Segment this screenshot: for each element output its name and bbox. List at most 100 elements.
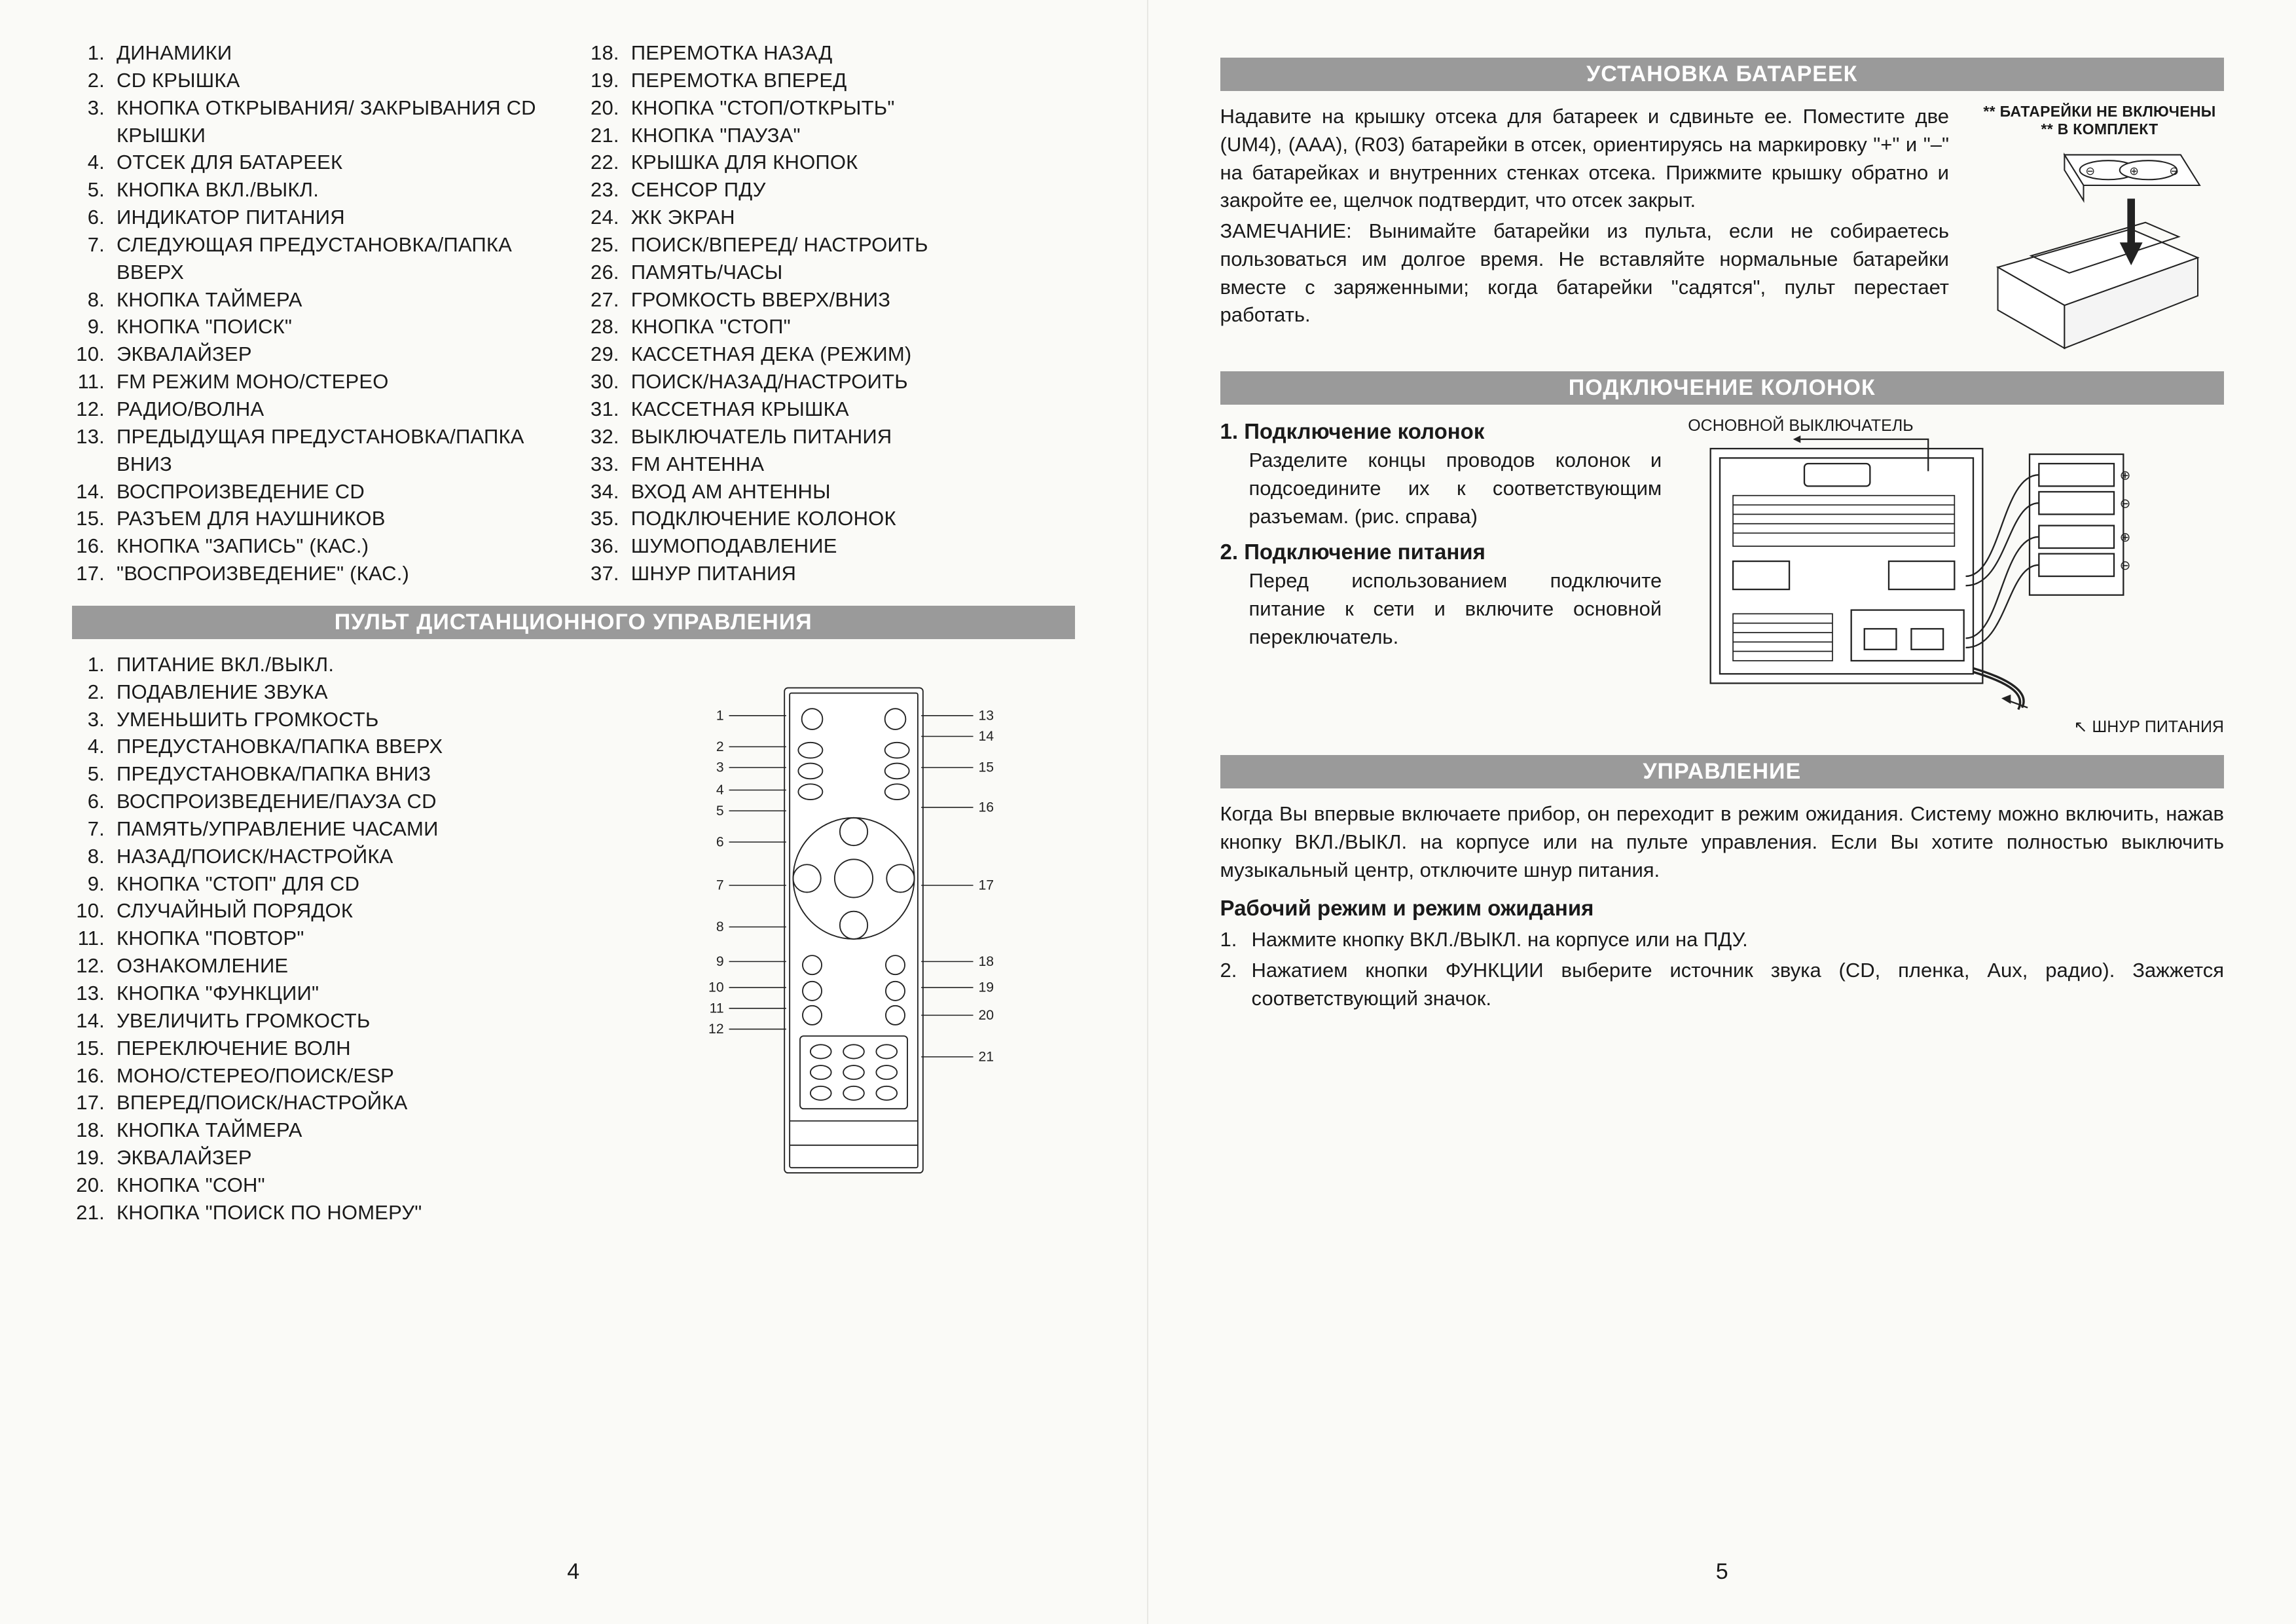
list-item: 26.ПАМЯТЬ/ЧАСЫ (587, 259, 1075, 286)
svg-text:20: 20 (979, 1008, 994, 1023)
svg-text:21: 21 (979, 1049, 994, 1064)
svg-text:9: 9 (716, 954, 724, 969)
battery-header: УСТАНОВКА БАТАРЕЕК (1220, 58, 2225, 91)
svg-text:17: 17 (979, 877, 994, 893)
list-item: 15.ПЕРЕКЛЮЧЕНИЕ ВОЛН (72, 1035, 613, 1062)
list-item: 5.КНОПКА ВКЛ./ВЫКЛ. (72, 176, 560, 204)
list-item: 28.КНОПКА "СТОП" (587, 313, 1075, 341)
list-item: 25.ПОИСК/ВПЕРЕД/ НАСТРОИТЬ (587, 231, 1075, 259)
list-item: 8.КНОПКА ТАЙМЕРА (72, 286, 560, 314)
list-item: 4.ПРЕДУСТАНОВКА/ПАПКА ВВЕРХ (72, 733, 613, 760)
svg-text:14: 14 (979, 729, 994, 744)
speakers-header: ПОДКЛЮЧЕНИЕ КОЛОНОК (1220, 371, 2225, 405)
list-item: 7.СЛЕДУЮЩАЯ ПРЕДУСТАНОВКА/ПАПКА ВВЕРХ (72, 231, 560, 286)
svg-text:19: 19 (979, 980, 994, 995)
page-5: УСТАНОВКА БАТАРЕЕК Надавите на крышку от… (1148, 0, 2296, 1624)
list-item: 4.ОТСЕК ДЛЯ БАТАРЕЕК (72, 149, 560, 176)
list-item: 11.КНОПКА "ПОВТОР" (72, 925, 613, 952)
page-number-4: 4 (0, 1559, 1147, 1585)
control-steps: 1.Нажмите кнопку ВКЛ./ВЫКЛ. на корпусе и… (1220, 926, 2225, 1012)
svg-text:13: 13 (979, 708, 994, 723)
control-header: УПРАВЛЕНИЕ (1220, 755, 2225, 788)
list-item: 6.ВОСПРОИЗВЕДЕНИЕ/ПАУЗА CD (72, 788, 613, 815)
svg-text:8: 8 (716, 919, 724, 934)
list-item: 22.КРЫШКА ДЛЯ КНОПОК (587, 149, 1075, 176)
svg-text:5: 5 (716, 803, 724, 819)
list-item: 2.Нажатием кнопки ФУНКЦИИ выберите источ… (1220, 957, 2225, 1013)
svg-text:12: 12 (708, 1022, 724, 1037)
list-item: 24.ЖК ЭКРАН (587, 204, 1075, 231)
svg-text:⊖: ⊖ (2120, 559, 2131, 573)
list-item: 17."ВОСПРОИЗВЕДЕНИЕ" (КАС.) (72, 560, 560, 587)
control-paragraph: Когда Вы впервые включаете прибор, он пе… (1220, 800, 2225, 884)
list-item: 8.НАЗАД/ПОИСК/НАСТРОЙКА (72, 843, 613, 870)
list-item: 10.СЛУЧАЙНЫЙ ПОРЯДОК (72, 897, 613, 925)
battery-caption: ** БАТАРЕЙКИ НЕ ВКЛЮЧЕНЫ ** В КОМПЛЕКТ (1975, 103, 2224, 138)
list-item: 2.CD КРЫШКА (72, 67, 560, 94)
list-item: 13.КНОПКА "ФУНКЦИИ" (72, 980, 613, 1007)
parts-columns: 1.ДИНАМИКИ2.CD КРЫШКА3.КНОПКА ОТКРЫВАНИЯ… (72, 39, 1075, 587)
list-item: 20.КНОПКА "СОН" (72, 1172, 613, 1199)
parts-list-b: 18.ПЕРЕМОТКА НАЗАД19.ПЕРЕМОТКА ВПЕРЕД20.… (587, 39, 1075, 587)
list-item: 20.КНОПКА "СТОП/ОТКРЫТЬ" (587, 94, 1075, 122)
svg-text:⊕: ⊕ (2120, 530, 2131, 545)
svg-text:16: 16 (979, 800, 994, 815)
speakers-figure: ОСНОВНОЙ ВЫКЛЮЧАТЕЛЬ (1681, 416, 2224, 737)
list-item: 1.ДИНАМИКИ (72, 39, 560, 67)
list-item: 37.ШНУР ПИТАНИЯ (587, 560, 1075, 587)
list-item: 11.FM РЕЖИМ МОНО/СТЕРЕО (72, 368, 560, 396)
list-item: 31.КАССЕТНАЯ КРЫШКА (587, 396, 1075, 423)
svg-text:10: 10 (708, 980, 724, 995)
list-item: 7.ПАМЯТЬ/УПРАВЛЕНИЕ ЧАСАМИ (72, 815, 613, 843)
speakers-sub-2: 2. Подключение питания (1220, 540, 1662, 564)
list-item: 3.УМЕНЬШИТЬ ГРОМКОСТЬ (72, 706, 613, 733)
list-item: 14.УВЕЛИЧИТЬ ГРОМКОСТЬ (72, 1007, 613, 1035)
speakers-cap-top: ОСНОВНОЙ ВЫКЛЮЧАТЕЛЬ (1681, 416, 2224, 435)
svg-text:18: 18 (979, 954, 994, 969)
svg-text:⊕: ⊕ (2120, 468, 2131, 483)
svg-text:3: 3 (716, 760, 724, 775)
list-item: 15.РАЗЪЕМ ДЛЯ НАУШНИКОВ (72, 505, 560, 532)
control-subheader: Рабочий режим и режим ожидания (1220, 896, 2225, 921)
svg-text:6: 6 (716, 834, 724, 849)
list-item: 6.ИНДИКАТОР ПИТАНИЯ (72, 204, 560, 231)
list-item: 32.ВЫКЛЮЧАТЕЛЬ ПИТАНИЯ (587, 423, 1075, 451)
speakers-sub-1: 1. Подключение колонок (1220, 419, 1662, 444)
list-item: 9.КНОПКА "ПОИСК" (72, 313, 560, 341)
list-item: 1.ПИТАНИЕ ВКЛ./ВЫКЛ. (72, 651, 613, 678)
speakers-p2: Перед использованием подключите питание … (1220, 567, 1662, 651)
list-item: 23.СЕНСОР ПДУ (587, 176, 1075, 204)
list-item: 21.КНОПКА "ПАУЗА" (587, 122, 1075, 149)
list-item: 12.РАДИО/ВОЛНА (72, 396, 560, 423)
svg-text:⊖: ⊖ (2169, 164, 2179, 177)
remote-diagram: 123456789101112 131415161718192021 (633, 651, 1075, 1227)
speakers-cap-bottom: ↖ ШНУР ПИТАНИЯ (1681, 717, 2224, 737)
list-item: 29.КАССЕТНАЯ ДЕКА (РЕЖИМ) (587, 341, 1075, 368)
remote-header: ПУЛЬТ ДИСТАНЦИОННОГО УПРАВЛЕНИЯ (72, 606, 1075, 639)
svg-text:4: 4 (716, 783, 724, 798)
list-item: 18.ПЕРЕМОТКА НАЗАД (587, 39, 1075, 67)
list-item: 5.ПРЕДУСТАНОВКА/ПАПКА ВНИЗ (72, 760, 613, 788)
svg-text:7: 7 (716, 877, 724, 893)
list-item: 18.КНОПКА ТАЙМЕРА (72, 1116, 613, 1144)
list-item: 16.МОНО/СТЕРЕО/ПОИСК/ESP (72, 1062, 613, 1090)
svg-text:15: 15 (979, 760, 994, 775)
list-item: 2.ПОДАВЛЕНИЕ ЗВУКА (72, 678, 613, 706)
parts-list-a: 1.ДИНАМИКИ2.CD КРЫШКА3.КНОПКА ОТКРЫВАНИЯ… (72, 39, 560, 587)
list-item: 1.Нажмите кнопку ВКЛ./ВЫКЛ. на корпусе и… (1220, 926, 2225, 954)
list-item: 33.FM АНТЕННА (587, 451, 1075, 478)
list-item: 17.ВПЕРЕД/ПОИСК/НАСТРОЙКА (72, 1089, 613, 1116)
speakers-p1: Разделите концы проводов колонок и подсо… (1220, 447, 1662, 530)
svg-text:1: 1 (716, 708, 724, 723)
list-item: 35.ПОДКЛЮЧЕНИЕ КОЛОНОК (587, 505, 1075, 532)
list-item: 12.ОЗНАКОМЛЕНИЕ (72, 952, 613, 980)
list-item: 19.ПЕРЕМОТКА ВПЕРЕД (587, 67, 1075, 94)
remote-list: 1.ПИТАНИЕ ВКЛ./ВЫКЛ.2.ПОДАВЛЕНИЕ ЗВУКА3.… (72, 651, 613, 1227)
list-item: 30.ПОИСК/НАЗАД/НАСТРОИТЬ (587, 368, 1075, 396)
page-4: 1.ДИНАМИКИ2.CD КРЫШКА3.КНОПКА ОТКРЫВАНИЯ… (0, 0, 1148, 1624)
list-item: 19.ЭКВАЛАЙЗЕР (72, 1144, 613, 1172)
page-number-5: 5 (1148, 1559, 2296, 1585)
list-item: 16.КНОПКА "ЗАПИСЬ" (КАС.) (72, 532, 560, 560)
list-item: 27.ГРОМКОСТЬ ВВЕРХ/ВНИЗ (587, 286, 1075, 314)
svg-text:11: 11 (710, 1001, 724, 1016)
